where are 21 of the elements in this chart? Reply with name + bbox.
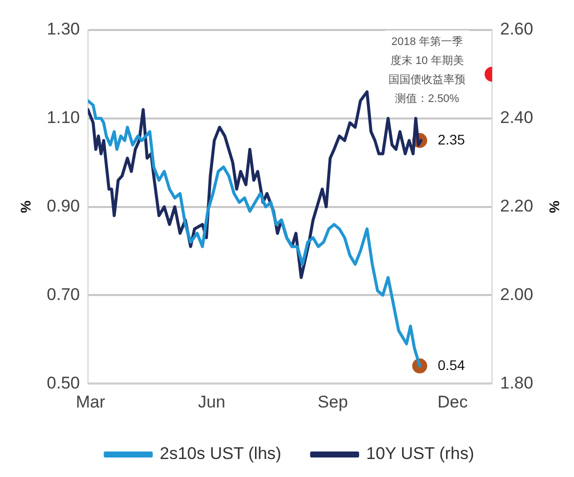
y-tick-label: 1.30 (46, 20, 80, 39)
y-tick-label: 1.10 (46, 108, 80, 128)
y2-tick-label: 2.00 (500, 284, 534, 304)
data-label: 2.35 (438, 131, 466, 148)
y-tick-label: 0.70 (46, 284, 80, 304)
y2-tick-label: 2.60 (500, 20, 534, 39)
y-tick-label: 0.90 (46, 196, 80, 216)
data-label: 0.54 (438, 356, 466, 373)
y2-tick-label: 1.80 (500, 373, 534, 392)
y-tick-label: 0.50 (46, 373, 80, 392)
annotation: 2018 年第一季度末 10 年期美国国债收益率预测值：2.50% (388, 35, 466, 106)
x-tick-label: Jun (198, 392, 226, 412)
y2-axis-title: % (546, 200, 563, 214)
y2-tick-label: 2.20 (500, 196, 534, 216)
y2-tick-label: 2.40 (500, 108, 534, 128)
x-tick-label: Sep (318, 392, 348, 412)
x-tick-label: Dec (437, 392, 468, 412)
legend-label: 10Y UST (rhs) (366, 444, 474, 464)
legend-label: 2s10s UST (lhs) (160, 444, 282, 464)
y-axis-title: % (17, 200, 34, 214)
x-tick-label: Mar (76, 392, 106, 412)
